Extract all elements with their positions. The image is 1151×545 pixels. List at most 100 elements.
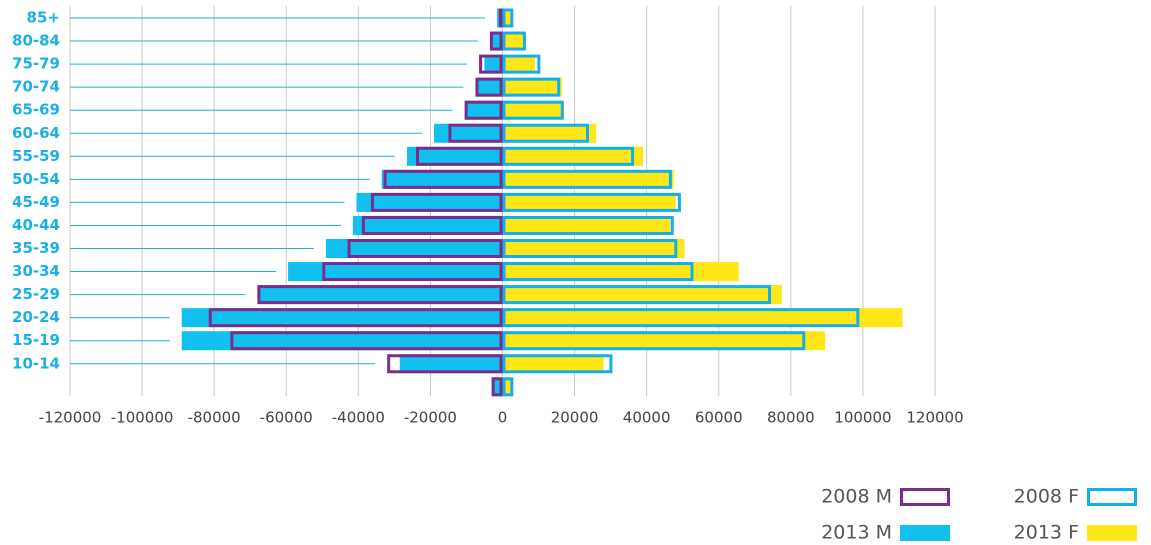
bar <box>325 239 503 258</box>
bar-outline <box>502 215 674 235</box>
y-tick-label: 20-24 <box>12 308 60 326</box>
x-tick-label: -60000 <box>260 409 313 427</box>
bar <box>352 215 503 235</box>
bar <box>502 331 826 351</box>
bar <box>356 192 503 212</box>
y-tick-label: 40-44 <box>12 216 60 234</box>
y-tick-label: 25-29 <box>12 285 60 303</box>
bar <box>288 262 503 282</box>
bar-outline <box>502 8 514 28</box>
bar <box>502 31 525 51</box>
bar <box>381 169 503 189</box>
bar-outline <box>347 239 503 258</box>
bar-outline <box>502 308 860 328</box>
bar-outline <box>448 123 503 143</box>
x-tick-label: 0 <box>498 409 508 427</box>
bar-outline <box>208 308 503 328</box>
bar <box>502 262 739 282</box>
y-tick-label: 80-84 <box>12 32 60 50</box>
bar-outline <box>502 169 672 189</box>
legend-label: 2013 M <box>821 522 892 544</box>
y-tick-label: 70-74 <box>12 78 60 96</box>
bar-outline <box>489 31 503 51</box>
bar-outline <box>464 100 503 120</box>
y-tick-label: 15-19 <box>12 331 60 349</box>
bar <box>502 100 564 120</box>
bar-outline <box>502 146 635 166</box>
bar-outline <box>502 192 681 212</box>
legend-label: 2008 M <box>821 486 892 508</box>
y-tick-label: 65-69 <box>12 101 60 119</box>
y-tick-label: 85+ <box>27 9 60 27</box>
x-tick-label: -120000 <box>39 409 102 427</box>
bar-outline <box>502 262 694 282</box>
bar-outline <box>257 285 503 305</box>
y-tick-label: 30-34 <box>12 262 60 280</box>
bar-outline <box>502 54 541 74</box>
x-tick-label: 60000 <box>695 409 743 427</box>
bar-outline <box>502 31 526 51</box>
bar <box>502 215 671 235</box>
bar <box>502 146 644 166</box>
bar-outline <box>387 354 503 374</box>
bar <box>257 285 503 305</box>
bar-outline <box>502 123 589 143</box>
legend-swatch <box>1087 525 1137 541</box>
bar <box>502 169 674 189</box>
bar-outline <box>491 377 503 397</box>
bar-outline <box>502 77 561 97</box>
x-tick-label: 120000 <box>906 409 963 427</box>
bar <box>399 354 503 374</box>
bar-outline <box>230 331 503 351</box>
bar-outline <box>502 100 564 120</box>
x-tick-label: -80000 <box>188 409 241 427</box>
bar <box>502 285 782 305</box>
bar <box>502 8 512 28</box>
bar-outline <box>361 215 503 235</box>
x-tick-label: 40000 <box>623 409 671 427</box>
bar <box>502 77 562 97</box>
bar-outline <box>383 169 503 189</box>
bar <box>502 354 604 374</box>
bar-outline <box>502 239 678 258</box>
y-tick-label: 75-79 <box>12 55 60 73</box>
bar <box>181 308 503 328</box>
bar-outline <box>370 192 503 212</box>
bar <box>502 192 676 212</box>
y-tick-label: 45-49 <box>12 193 60 211</box>
bar <box>502 377 512 397</box>
bar <box>477 77 503 97</box>
y-tick-label: 50-54 <box>12 170 60 188</box>
bar-outline <box>502 331 806 351</box>
bar <box>491 377 503 397</box>
x-tick-label: 80000 <box>767 409 815 427</box>
legend-label: 2008 F <box>1014 486 1079 508</box>
x-tick-label: -40000 <box>332 409 385 427</box>
legend-swatch <box>900 525 950 541</box>
bar <box>502 239 685 258</box>
bar-outline <box>502 377 514 397</box>
bar <box>181 331 503 351</box>
x-tick-label: 20000 <box>551 409 599 427</box>
bar <box>502 308 903 328</box>
bar-outline <box>498 8 503 28</box>
bar <box>406 146 503 166</box>
x-tick-label: -100000 <box>111 409 174 427</box>
bar <box>502 54 535 74</box>
legend-swatch <box>1087 488 1137 506</box>
bar-outline <box>479 54 503 74</box>
bar <box>464 100 503 120</box>
legend-swatch <box>900 488 950 506</box>
y-tick-label: 60-64 <box>12 124 60 142</box>
y-tick-label: 10-14 <box>12 354 60 372</box>
y-tick-label: 35-39 <box>12 239 60 257</box>
bar-outline <box>416 146 503 166</box>
legend-label: 2013 F <box>1014 522 1079 544</box>
bar-outline <box>475 77 503 97</box>
y-tick-label: 55-59 <box>12 147 60 165</box>
bar <box>491 31 503 51</box>
bar-outline <box>502 354 613 374</box>
x-tick-label: 100000 <box>834 409 891 427</box>
bar-outline <box>502 285 772 305</box>
